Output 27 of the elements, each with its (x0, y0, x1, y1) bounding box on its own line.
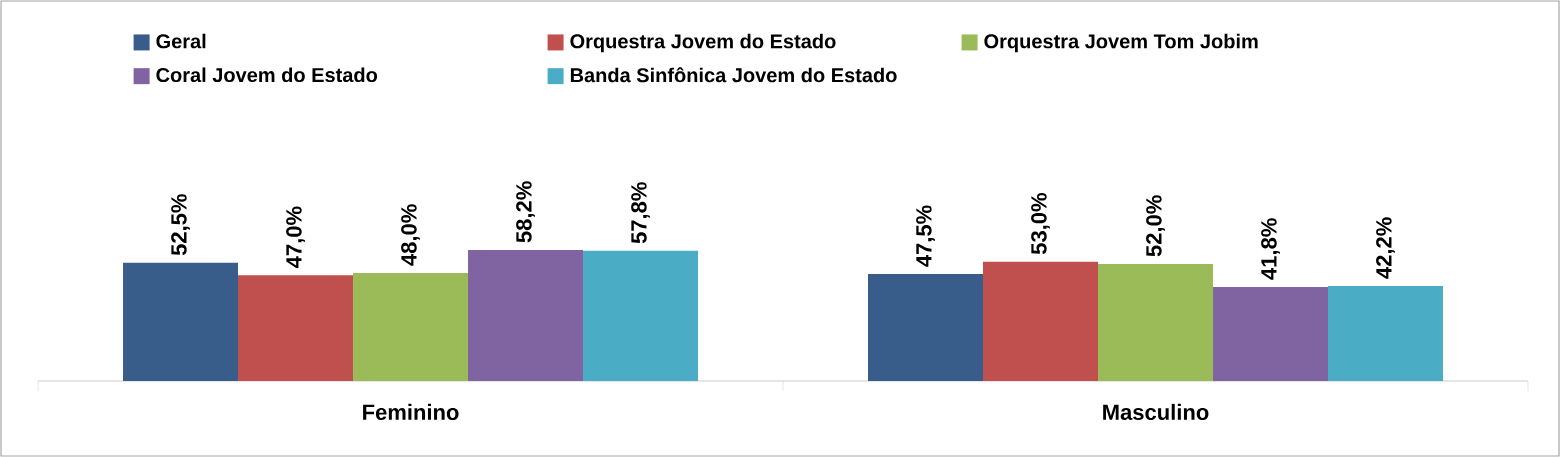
bar (238, 275, 354, 381)
x-tick-label: Feminino (363, 403, 459, 421)
bar (123, 262, 239, 381)
data-label: 52,5% (171, 194, 190, 256)
data-label: 53,0% (1031, 193, 1050, 255)
legend-label: Geral (156, 33, 206, 49)
legend-label: Banda Sinfônica Jovem do Estado (570, 67, 897, 83)
data-label: 41,8% (1261, 218, 1280, 280)
bar (1098, 263, 1213, 381)
data-label: 47,0% (286, 206, 305, 268)
bar (468, 249, 584, 381)
bar (1213, 286, 1328, 381)
x-tick-label: Masculino (1103, 403, 1209, 421)
data-label: 58,2% (516, 181, 535, 243)
bar (353, 272, 469, 381)
data-label: 47,5% (916, 205, 935, 267)
data-label: 48,0% (401, 204, 420, 266)
legend-label: Orquestra Jovem do Estado (570, 33, 836, 53)
legend-label: Orquestra Jovem Tom Jobim (984, 33, 1258, 53)
bar (583, 250, 699, 381)
bar (983, 261, 1098, 381)
legend-label: Coral Jovem do Estado (156, 67, 378, 83)
data-label: 52,0% (1146, 195, 1165, 257)
data-label: 57,8% (631, 182, 650, 244)
bar (1328, 285, 1443, 381)
bar (868, 274, 983, 381)
data-label: 42,2% (1376, 217, 1395, 279)
